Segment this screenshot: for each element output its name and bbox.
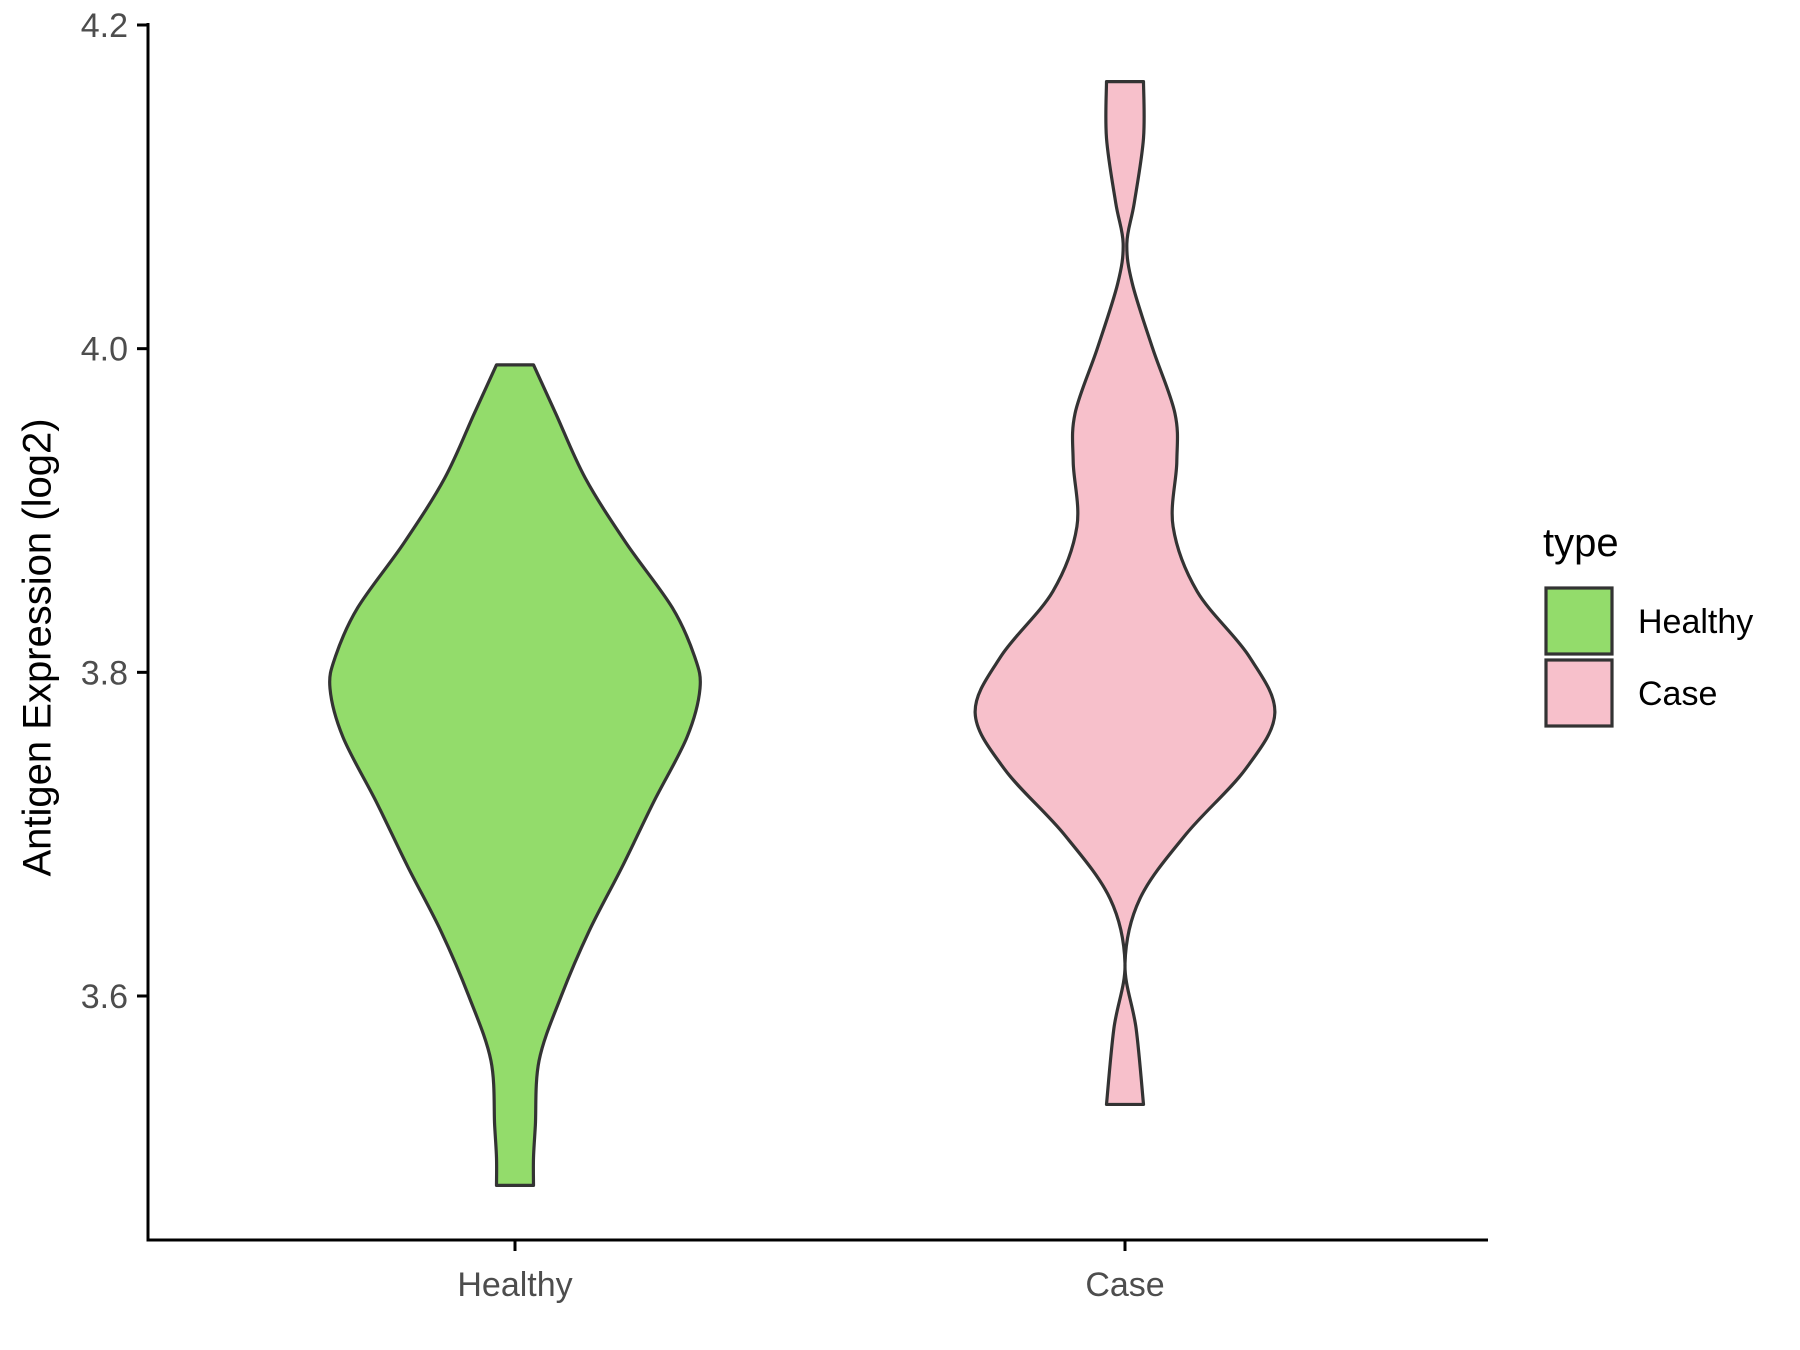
legend-label: Healthy — [1638, 603, 1753, 641]
legend-title: type — [1543, 521, 1619, 565]
violin-healthy — [328, 363, 702, 1187]
x-tick-label: Healthy — [457, 1266, 572, 1304]
legend-label: Case — [1638, 675, 1717, 713]
legend-items: Healthy Case — [1544, 586, 1753, 728]
axes — [146, 23, 1488, 1242]
y-ticks: 3.6 3.8 4.0 4.2 — [81, 7, 148, 1016]
legend-swatch — [1544, 658, 1614, 728]
y-tick-label: 3.6 — [81, 978, 128, 1016]
y-tick-label: 3.8 — [81, 654, 128, 692]
legend: type Healthy Case — [1543, 521, 1753, 728]
violin-case — [973, 80, 1277, 1107]
y-tick-label: 4.0 — [81, 331, 128, 369]
legend-swatch — [1544, 586, 1614, 656]
y-axis-title: Antigen Expression (log2) — [16, 418, 60, 876]
x-ticks: Healthy Case — [457, 1240, 1165, 1304]
y-tick-label: 4.2 — [81, 7, 128, 45]
x-tick-label: Case — [1085, 1266, 1164, 1304]
violin-layer — [328, 80, 1277, 1187]
